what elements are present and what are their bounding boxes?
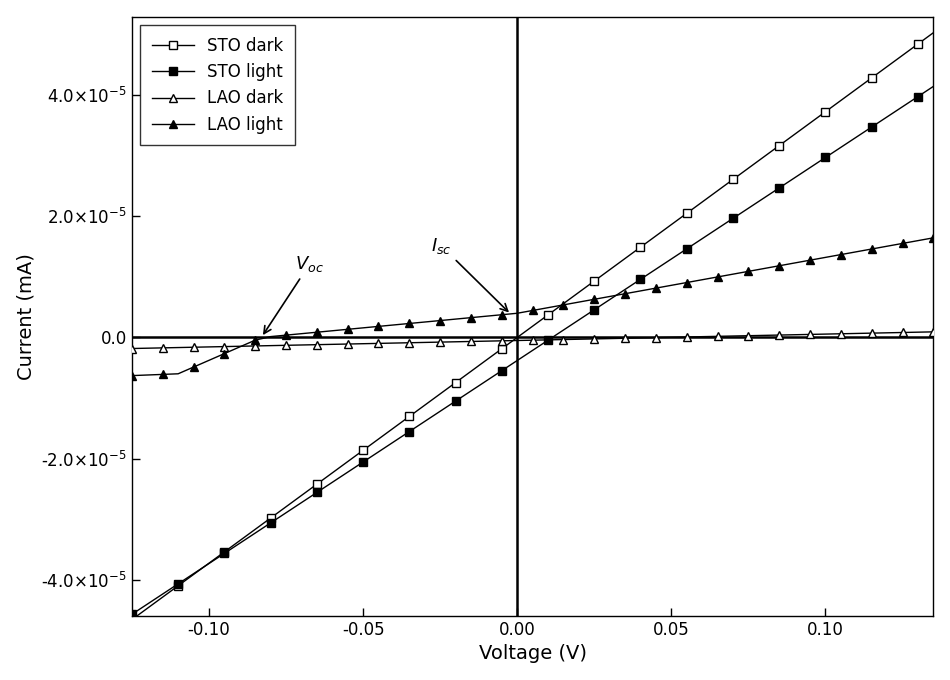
LAO light	[743, 267, 754, 275]
Y-axis label: Current (mA): Current (mA)	[17, 253, 36, 379]
LAO dark	[342, 340, 353, 348]
Text: $V_{oc}$: $V_{oc}$	[264, 254, 324, 334]
Line: STO light: STO light	[127, 82, 938, 619]
STO dark	[743, 164, 754, 172]
LAO light	[604, 292, 616, 301]
Legend: STO dark, STO light, LAO dark, LAO light: STO dark, STO light, LAO dark, LAO light	[141, 25, 294, 146]
STO light	[589, 306, 600, 314]
STO dark	[342, 458, 353, 466]
LAO light	[342, 325, 353, 333]
LAO light	[635, 287, 646, 295]
Line: STO dark: STO dark	[127, 29, 938, 624]
Text: $I_{sc}$: $I_{sc}$	[431, 236, 507, 311]
STO dark	[927, 29, 939, 37]
LAO dark	[927, 328, 939, 336]
LAO dark	[743, 332, 754, 340]
STO light	[743, 204, 754, 212]
Line: LAO light: LAO light	[127, 234, 938, 379]
X-axis label: Voltage (V): Voltage (V)	[479, 645, 586, 663]
STO dark	[635, 243, 646, 252]
STO dark	[589, 277, 600, 285]
STO dark	[126, 615, 138, 624]
STO light	[635, 275, 646, 284]
LAO dark	[604, 335, 616, 343]
LAO light	[835, 250, 846, 258]
LAO dark	[589, 335, 600, 343]
LAO light	[927, 234, 939, 242]
STO light	[835, 143, 846, 152]
STO light	[927, 82, 939, 90]
STO dark	[604, 266, 616, 274]
LAO light	[126, 371, 138, 379]
LAO dark	[835, 330, 846, 338]
Line: LAO dark: LAO dark	[127, 328, 938, 353]
LAO dark	[635, 334, 646, 342]
LAO dark	[126, 345, 138, 353]
STO dark	[835, 97, 846, 105]
STO light	[342, 468, 353, 476]
STO light	[604, 296, 616, 304]
LAO light	[589, 295, 600, 303]
STO light	[126, 610, 138, 618]
